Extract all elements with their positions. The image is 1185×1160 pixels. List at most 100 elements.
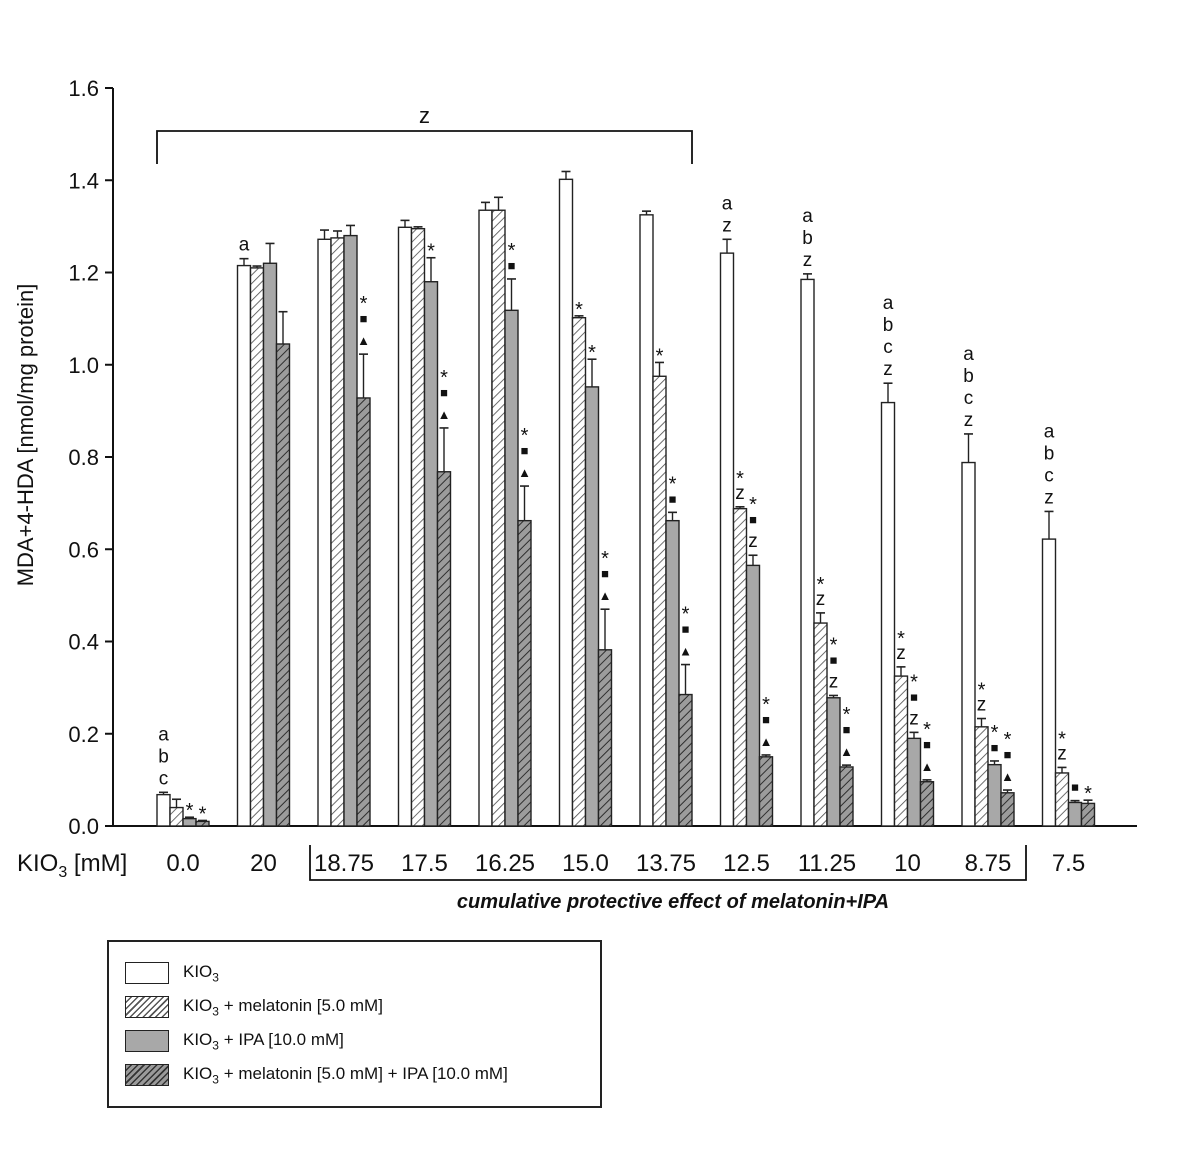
annotation-mark: ■ xyxy=(508,258,516,273)
bar xyxy=(678,693,693,827)
annotation-mark: c xyxy=(1044,465,1054,486)
annotation-mark: z xyxy=(1044,487,1054,508)
annotation-mark: z xyxy=(883,359,893,380)
bar xyxy=(974,726,989,827)
bar xyxy=(156,793,171,827)
annotation-mark: * xyxy=(669,473,677,495)
annotation-mark: ▲ xyxy=(599,588,612,603)
annotation-mark: * xyxy=(360,293,368,315)
bar xyxy=(758,756,774,827)
bar xyxy=(665,519,680,827)
top-bracket-label: z xyxy=(419,103,430,128)
axes: 0.0 0.2 0.4 0.6 0.8 1.0 1.2 1.4 1.6 0.0 20 18.75 17.… xyxy=(68,76,1137,877)
annotation-mark: ■ xyxy=(991,740,999,755)
annotation-mark: ▲ xyxy=(679,644,692,659)
x-tick-label: 17.5 xyxy=(401,850,448,877)
annotation-mark: * xyxy=(830,634,838,656)
bar xyxy=(639,214,654,827)
annotation-mark: * xyxy=(508,240,516,262)
annotation-mark: ■ xyxy=(440,385,448,400)
x-tick-label: 13.75 xyxy=(636,850,696,877)
annotation-mark: * xyxy=(588,342,596,364)
bar xyxy=(410,227,426,827)
x-tick-label: 0.0 xyxy=(166,850,199,877)
bar xyxy=(491,209,506,827)
annotation-mark: * xyxy=(978,680,986,702)
bar xyxy=(652,375,667,827)
y-tick-label: 0.8 xyxy=(68,445,99,470)
annotation-mark: z xyxy=(1057,743,1067,764)
annotation-mark: ■ xyxy=(843,722,851,737)
significance-annotations: abc* *a*■▲**■▲*■*■▲***■▲**■*■▲az*z*■z*■▲a… xyxy=(158,193,1092,825)
bar xyxy=(330,237,345,827)
bar xyxy=(987,763,1002,827)
annotation-mark: a xyxy=(963,344,974,365)
annotation-mark: z xyxy=(735,483,745,504)
annotation-mark: * xyxy=(521,425,529,447)
annotation-mark: * xyxy=(601,548,609,570)
bar xyxy=(597,649,613,827)
legend-item-kio3-melatonin-ipa: KIO3 + melatonin [5.0 mM] + IPA [10.0 mM… xyxy=(125,1062,508,1088)
bar xyxy=(826,697,841,827)
annotation-mark: ▲ xyxy=(760,734,773,749)
annotation-mark: * xyxy=(575,299,583,321)
annotation-mark: z xyxy=(748,531,758,552)
annotation-mark: * xyxy=(1084,783,1092,805)
annotation-mark: ▲ xyxy=(438,407,451,422)
annotation-mark: b xyxy=(802,228,813,249)
bar xyxy=(880,401,896,827)
bar xyxy=(1080,802,1096,827)
bottom-bracket-label: cumulative protective effect of melatoni… xyxy=(457,891,889,913)
y-tick-label: 1.4 xyxy=(68,168,99,193)
annotation-mark: b xyxy=(158,746,169,767)
annotation-mark: ■ xyxy=(682,622,690,637)
annotation-mark: * xyxy=(199,803,207,825)
annotation-mark: * xyxy=(923,719,931,741)
annotation-mark: ▲ xyxy=(357,333,370,348)
annotation-mark: a xyxy=(802,206,813,227)
legend-swatch-gray xyxy=(125,1030,169,1052)
legend-label: KIO3 + melatonin [5.0 mM] + IPA [10.0 mM… xyxy=(183,1063,508,1087)
bar xyxy=(343,234,358,827)
annotation-mark: * xyxy=(991,722,999,744)
legend-label: KIO3 + melatonin [5.0 mM] xyxy=(183,995,383,1019)
annotation-mark: ■ xyxy=(830,652,838,667)
x-tick-label: 18.75 xyxy=(314,850,374,877)
x-tick-label: 16.25 xyxy=(475,850,535,877)
annotation-mark: a xyxy=(239,235,250,256)
legend-swatch-hatched xyxy=(125,996,169,1018)
bars xyxy=(156,170,1096,827)
legend-label: KIO3 + IPA [10.0 mM] xyxy=(183,1029,344,1053)
annotation-mark: ▲ xyxy=(840,744,853,759)
annotation-mark: ▲ xyxy=(518,465,531,480)
annotation-mark: * xyxy=(762,694,770,716)
y-tick-label: 1.0 xyxy=(68,353,99,378)
bar xyxy=(356,397,371,827)
annotation-mark: * xyxy=(656,345,664,367)
bar xyxy=(317,238,332,827)
annotation-mark: ■ xyxy=(521,443,529,458)
annotation-mark: ■ xyxy=(360,311,368,326)
annotation-mark: ■ xyxy=(669,491,677,506)
annotation-mark: c xyxy=(883,337,893,358)
legend-label: KIO3 xyxy=(183,961,219,985)
annotation-mark: ■ xyxy=(762,712,770,727)
annotation-mark: ■ xyxy=(601,566,609,581)
legend-item-kio3-melatonin: KIO3 + melatonin [5.0 mM] xyxy=(125,994,383,1020)
annotation-mark: z xyxy=(964,410,974,431)
legend: KIO3 KIO3 + melatonin [5.0 mM] KIO3 + IP… xyxy=(107,940,602,1108)
bar xyxy=(584,386,600,827)
annotation-mark: * xyxy=(186,800,194,822)
bar xyxy=(478,209,493,827)
annotation-mark: z xyxy=(722,215,732,236)
annotation-mark: z xyxy=(896,643,906,664)
annotation-mark: b xyxy=(1044,443,1055,464)
annotation-mark: z xyxy=(816,589,826,610)
annotation-mark: a xyxy=(883,293,894,314)
bar xyxy=(436,471,452,827)
annotation-mark: ■ xyxy=(910,689,918,704)
annotation-mark: b xyxy=(883,315,894,336)
annotation-mark: * xyxy=(817,574,825,596)
annotation-mark: c xyxy=(159,768,169,789)
x-tick-label: 10 xyxy=(894,850,921,877)
